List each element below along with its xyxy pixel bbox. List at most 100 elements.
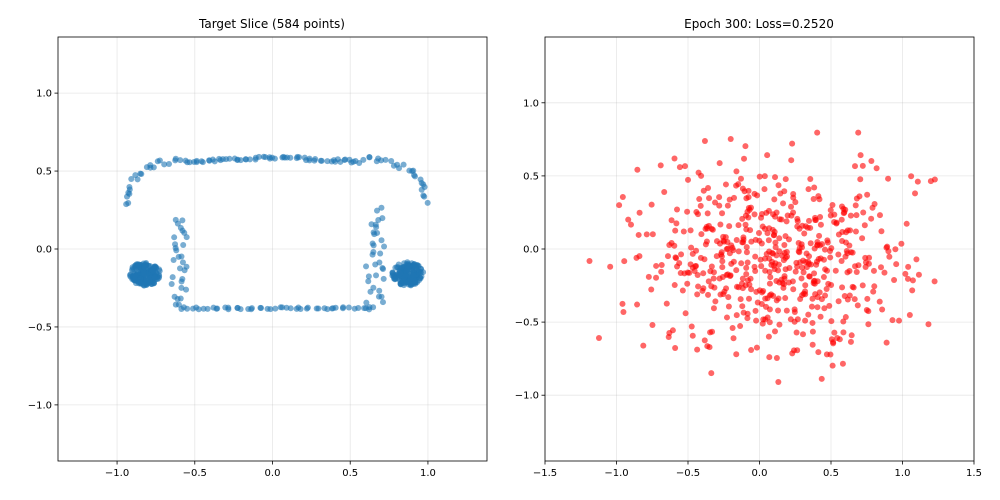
data-point [716,160,723,167]
data-point [848,249,854,256]
data-point [723,285,730,292]
data-point [225,306,232,313]
data-point [821,305,828,312]
data-point [172,216,179,223]
data-point [799,331,806,338]
data-point [687,261,694,268]
data-point [237,157,244,164]
y-tick-label: −1.0 [28,400,52,411]
data-point [297,306,304,313]
data-point [418,186,425,193]
data-point [171,234,178,241]
x-tick-label: −1.0 [105,468,129,479]
data-point [754,299,761,306]
data-point [714,238,720,245]
data-point [789,140,796,147]
data-point [859,282,866,289]
data-point [735,248,742,255]
data-point [379,265,386,272]
data-point [400,161,407,168]
data-point [764,230,771,237]
data-point [733,168,740,175]
data-point [881,269,888,276]
data-point [788,203,795,210]
data-point [859,162,866,169]
data-point [671,155,678,162]
data-point [246,156,253,163]
data-point [862,254,869,261]
data-point [781,242,788,249]
data-point [710,305,717,312]
left-chart-x-ticks: −1.0 −0.5 0.0 0.5 1.0 [105,461,436,479]
y-tick-label: −1.0 [515,391,539,402]
y-tick-label: 1.0 [523,98,539,109]
data-point [807,240,814,247]
data-point [733,236,740,243]
data-point [199,159,206,166]
data-point [676,260,683,267]
data-point [735,222,742,229]
data-point [771,328,778,335]
data-point [389,269,396,276]
data-point [812,291,819,298]
data-point [724,202,731,209]
data-point [214,305,221,312]
data-point [766,280,773,287]
y-tick-label: 0.5 [523,171,539,182]
data-point [374,207,381,214]
data-point [811,245,818,252]
data-point [708,263,715,270]
data-point [809,328,816,335]
data-point [710,269,717,276]
data-point [719,264,726,271]
data-point [763,250,770,257]
data-point [716,202,723,209]
data-point [780,284,787,291]
data-point [765,333,772,340]
data-point [857,176,864,183]
data-point [706,344,713,351]
data-point [141,282,147,289]
data-point [678,251,685,258]
data-point [832,267,839,274]
y-tick-label: −0.5 [515,318,539,329]
data-point [727,136,734,143]
data-point [724,245,731,252]
data-point [925,321,932,328]
data-point [811,184,818,191]
data-point [717,221,724,228]
data-point [379,299,386,306]
data-point [616,202,623,209]
data-point [891,276,898,283]
data-point [180,241,187,248]
data-point [388,158,395,165]
data-point [801,230,808,237]
data-point [876,298,883,305]
data-point [834,335,841,342]
data-point [262,154,269,161]
data-point [853,268,860,275]
data-point [171,293,178,300]
data-point [752,307,759,314]
data-point [701,138,708,145]
x-tick-label: −0.5 [676,468,700,479]
data-point [271,155,278,162]
data-point [748,286,755,293]
data-point [739,239,746,246]
data-point [931,278,938,285]
data-point [184,305,191,312]
data-point [853,212,860,219]
data-point [700,285,707,292]
data-point [341,156,348,163]
data-point [649,322,656,329]
data-point [737,175,744,182]
data-point [783,248,790,255]
right-chart-points [586,129,938,386]
data-point [340,304,347,311]
data-point [831,218,838,225]
right-chart-grid [544,37,975,461]
data-point [607,263,614,270]
data-point [840,329,847,336]
data-point [719,258,726,265]
data-point [658,261,665,268]
